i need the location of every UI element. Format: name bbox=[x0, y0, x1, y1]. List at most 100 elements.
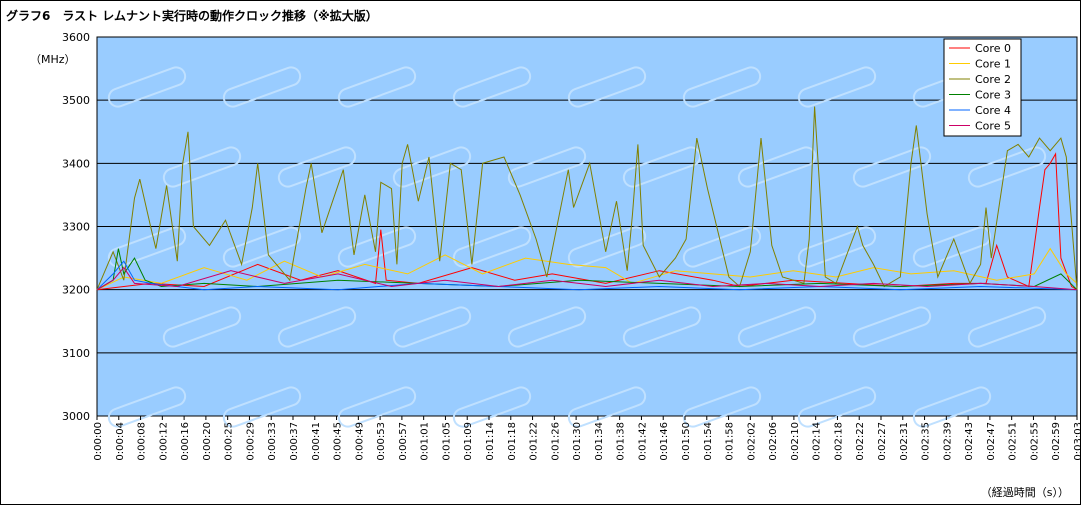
x-axis-ticks: 0:00:00 0:00:04 0:00:08 0:00:12 0:00:16 0:00:… bbox=[93, 416, 1081, 461]
x-tick-label: 0:00:20 bbox=[202, 422, 213, 461]
watermark-mark bbox=[507, 306, 587, 348]
watermark-mark bbox=[682, 386, 762, 428]
watermark-mark bbox=[622, 306, 702, 348]
watermark-mark bbox=[852, 146, 932, 188]
x-tick-label: 0:00:08 bbox=[137, 422, 148, 461]
watermark-mark bbox=[912, 386, 992, 428]
x-tick-label: 0:02:55 bbox=[1029, 422, 1040, 461]
series-lines bbox=[96, 106, 1078, 291]
x-tick-label: 0:01:14 bbox=[485, 422, 496, 461]
series-line bbox=[96, 247, 1078, 291]
x-tick-label: 0:02:14 bbox=[812, 422, 823, 461]
x-tick-label: 0:01:09 bbox=[463, 422, 474, 461]
legend: Core 0 Core 1 Core 2 Core 3 Core 4 Core 5 bbox=[943, 38, 1022, 137]
x-tick-label: 0:01:54 bbox=[703, 422, 714, 461]
x-tick-label: 0:00:57 bbox=[398, 422, 409, 461]
watermark-mark bbox=[277, 306, 357, 348]
y-tick-label: 3500 bbox=[62, 94, 90, 107]
watermark-mark bbox=[222, 66, 302, 108]
x-tick-label: 0:00:16 bbox=[180, 422, 191, 461]
legend-label: Core 1 bbox=[975, 58, 1011, 71]
x-tick-label: 0:00:04 bbox=[115, 422, 126, 461]
watermark bbox=[107, 66, 1047, 428]
x-tick-label: 0:01:50 bbox=[681, 422, 692, 461]
watermark-mark bbox=[392, 306, 472, 348]
x-tick-label: 0:01:22 bbox=[529, 422, 540, 461]
y-axis-ticks: 3000 3100 3200 3300 3400 3500 3600 bbox=[62, 31, 90, 423]
x-tick-label: 0:01:34 bbox=[594, 422, 605, 461]
watermark-mark bbox=[507, 146, 587, 188]
x-tick-label: 0:02:59 bbox=[1051, 422, 1062, 461]
x-tick-label: 0:03:03 bbox=[1073, 422, 1081, 461]
watermark-mark bbox=[967, 306, 1047, 348]
watermark-mark bbox=[567, 386, 647, 428]
x-tick-label: 0:00:25 bbox=[224, 422, 235, 461]
x-tick-label: 0:01:46 bbox=[659, 422, 670, 461]
y-tick-label: 3600 bbox=[62, 31, 90, 44]
x-tick-label: 0:02:06 bbox=[768, 422, 779, 461]
legend-label: Core 2 bbox=[975, 73, 1011, 86]
x-tick-label: 0:02:47 bbox=[986, 422, 997, 461]
watermark-mark bbox=[452, 66, 532, 108]
x-tick-label: 0:01:30 bbox=[572, 422, 583, 461]
x-tick-label: 0:00:29 bbox=[245, 422, 256, 461]
x-tick-label: 0:00:37 bbox=[289, 422, 300, 461]
x-tick-label: 0:02:39 bbox=[942, 422, 953, 461]
x-tick-label: 0:02:27 bbox=[877, 422, 888, 461]
watermark-mark bbox=[737, 146, 817, 188]
x-tick-label: 0:00:49 bbox=[354, 422, 365, 461]
x-tick-label: 0:01:05 bbox=[441, 422, 452, 461]
x-tick-label: 0:00:33 bbox=[267, 422, 278, 461]
x-tick-label: 0:02:10 bbox=[790, 422, 801, 461]
y-tick-label: 3000 bbox=[62, 410, 90, 423]
watermark-mark bbox=[797, 386, 877, 428]
legend-label: Core 0 bbox=[975, 42, 1011, 55]
x-tick-label: 0:02:35 bbox=[921, 422, 932, 461]
watermark-mark bbox=[452, 226, 532, 268]
watermark-mark bbox=[222, 226, 302, 268]
y-tick-label: 3300 bbox=[62, 221, 90, 234]
series-line bbox=[96, 106, 1078, 290]
x-tick-label: 0:00:53 bbox=[376, 422, 387, 461]
watermark-mark bbox=[337, 386, 417, 428]
x-tick-label: 0:01:26 bbox=[550, 422, 561, 461]
watermark-mark bbox=[567, 66, 647, 108]
watermark-mark bbox=[162, 146, 242, 188]
legend-label: Core 5 bbox=[975, 120, 1011, 133]
watermark-mark bbox=[452, 386, 532, 428]
watermark-mark bbox=[337, 66, 417, 108]
watermark-mark bbox=[337, 226, 417, 268]
series-line bbox=[96, 266, 1078, 291]
watermark-mark bbox=[737, 306, 817, 348]
watermark-mark bbox=[567, 226, 647, 268]
x-tick-label: 0:01:01 bbox=[420, 422, 431, 461]
x-tick-label: 0:00:00 bbox=[93, 422, 104, 461]
x-tick-label: 0:01:18 bbox=[507, 422, 518, 461]
legend-box bbox=[943, 38, 1022, 137]
x-tick-label: 0:01:42 bbox=[637, 422, 648, 461]
x-tick-label: 0:02:31 bbox=[899, 422, 910, 461]
y-axis-unit-label: （MHz） bbox=[30, 53, 76, 66]
y-tick-label: 3100 bbox=[62, 347, 90, 360]
watermark-mark bbox=[107, 66, 187, 108]
y-tick-label: 3400 bbox=[62, 157, 90, 170]
watermark-mark bbox=[222, 386, 302, 428]
watermark-mark bbox=[162, 306, 242, 348]
watermark-mark bbox=[797, 66, 877, 108]
watermark-mark bbox=[107, 386, 187, 428]
x-tick-label: 0:00:45 bbox=[333, 422, 344, 461]
x-tick-label: 0:02:02 bbox=[746, 422, 757, 461]
x-tick-label: 0:00:41 bbox=[311, 422, 322, 461]
watermark-mark bbox=[797, 226, 877, 268]
watermark-mark bbox=[852, 306, 932, 348]
watermark-mark bbox=[682, 66, 762, 108]
legend-label: Core 4 bbox=[975, 104, 1011, 117]
x-tick-label: 0:02:51 bbox=[1008, 422, 1019, 461]
y-tick-label: 3200 bbox=[62, 284, 90, 297]
legend-label: Core 3 bbox=[975, 89, 1011, 102]
watermark-mark bbox=[277, 146, 357, 188]
chart-title: グラフ6 ラスト レムナント実行時の動作クロック推移（※拡大版） bbox=[6, 9, 378, 23]
x-tick-label: 0:02:22 bbox=[855, 422, 866, 461]
series-line bbox=[96, 152, 1078, 291]
